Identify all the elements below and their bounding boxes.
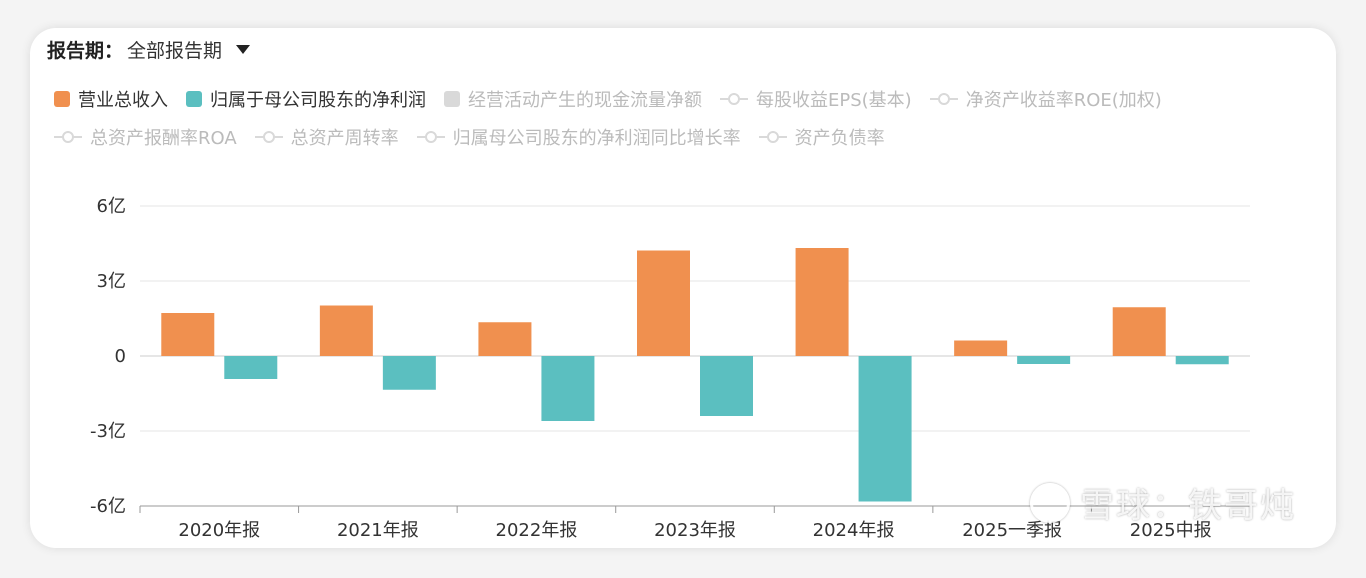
dropdown-caret-icon[interactable] <box>236 45 251 54</box>
legend-swatch-icon <box>444 91 460 107</box>
legend-line-marker-icon <box>416 129 445 145</box>
chart-legend: 营业总收入 归属于母公司股东的净利润 经营活动产生的现金流量净额 每股收益EPS(基本… <box>54 86 1304 150</box>
net-profit-bar <box>382 356 436 390</box>
bar-chart: 6亿 3亿 0 -3亿 -6亿 2020年报 2021年报 2022年报 2023年报 2024年… <box>90 196 1251 541</box>
report-period-value[interactable]: 全部报告期 <box>127 40 223 62</box>
y-tick-label: 0 <box>115 346 126 367</box>
net-profit-bar <box>1017 356 1071 364</box>
legend-label: 每股收益EPS(基本) <box>756 90 912 111</box>
legend-item[interactable]: 归属母公司股东的净利润同比增长率 <box>416 124 741 150</box>
x-tick-label: 2024年报 <box>813 520 895 541</box>
legend-item[interactable]: 总资产报酬率ROA <box>54 124 237 150</box>
x-tick-label: 2022年报 <box>496 520 578 541</box>
y-tick-label: -6亿 <box>90 496 126 517</box>
net-profit-bar <box>224 356 278 379</box>
net-profit-bar <box>700 356 753 416</box>
legend-item[interactable]: 总资产周转率 <box>254 124 399 150</box>
legend-label: 净资产收益率ROE(加权) <box>965 90 1162 111</box>
legend-label: 总资产周转率 <box>290 128 399 149</box>
legend-label: 经营活动产生的现金流量净额 <box>468 90 702 111</box>
report-period-selector[interactable]: 报告期： 全部报告期 <box>47 36 251 63</box>
net-profit-bar <box>858 356 912 502</box>
legend-line-marker-icon <box>758 129 787 145</box>
snowball-logo-icon <box>1030 482 1070 523</box>
legend-item[interactable]: 资产负债率 <box>758 124 885 150</box>
legend-swatch-icon <box>54 91 70 107</box>
legend-label: 归属母公司股东的净利润同比增长率 <box>452 128 741 149</box>
revenue-bar <box>161 313 215 356</box>
net-profit-bar <box>541 356 595 421</box>
legend-line-marker-icon <box>929 91 958 107</box>
y-tick-label: 3亿 <box>97 271 126 292</box>
legend-label: 资产负债率 <box>794 128 885 149</box>
legend-item[interactable]: 经营活动产生的现金流量净额 <box>444 86 702 112</box>
legend-line-marker-icon <box>254 129 283 145</box>
legend-label: 总资产报酬率ROA <box>90 128 237 149</box>
y-tick-label: -3亿 <box>90 421 126 442</box>
legend-line-marker-icon <box>54 129 82 145</box>
x-tick-label: 2023年报 <box>654 520 736 541</box>
watermark: 雪球：铁哥炖 <box>1030 478 1296 527</box>
legend-line-marker-icon <box>720 91 748 107</box>
report-period-label: 报告期： <box>47 40 124 62</box>
legend-item[interactable]: 归属于母公司股东的净利润 <box>186 86 426 112</box>
legend-item[interactable]: 每股收益EPS(基本) <box>720 86 912 112</box>
legend-label: 营业总收入 <box>78 90 168 111</box>
legend-item[interactable]: 营业总收入 <box>54 86 168 112</box>
revenue-bar <box>637 250 690 356</box>
revenue-bar <box>478 322 532 356</box>
legend-swatch-icon <box>186 91 202 107</box>
watermark-text: 雪球：铁哥炖 <box>1080 486 1296 526</box>
revenue-bar <box>954 340 1008 356</box>
x-tick-label: 2025中报 <box>1130 520 1212 541</box>
revenue-bar <box>1112 307 1166 356</box>
revenue-bar <box>319 305 373 356</box>
revenue-bar <box>795 248 849 356</box>
y-tick-label: 6亿 <box>97 196 126 217</box>
x-tick-label: 2025一季报 <box>962 520 1062 541</box>
legend-label: 归属于母公司股东的净利润 <box>210 90 426 111</box>
chart-card: 报告期： 全部报告期 营业总收入 归属于母公司股东的净利润 经营活动产生的现金流量净… <box>30 28 1336 548</box>
x-tick-label: 2020年报 <box>178 520 260 541</box>
x-tick-label: 2021年报 <box>337 520 419 541</box>
net-profit-bar <box>1175 356 1229 365</box>
legend-item[interactable]: 净资产收益率ROE(加权) <box>929 86 1162 112</box>
